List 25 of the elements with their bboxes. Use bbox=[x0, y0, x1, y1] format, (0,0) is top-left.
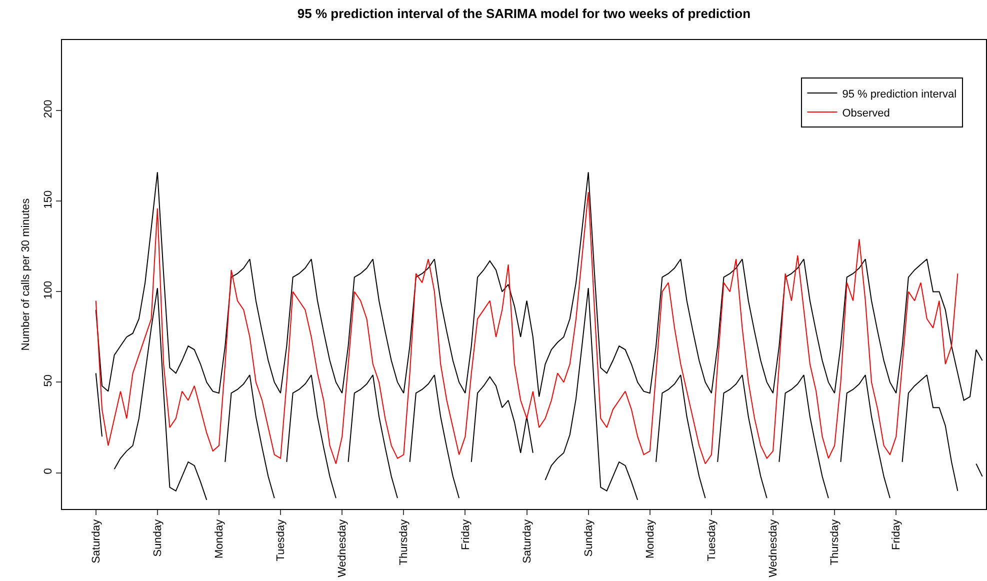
x-tick-label: Wednesday bbox=[336, 518, 349, 578]
line-series bbox=[95, 172, 983, 401]
y-tick-label: 0 bbox=[42, 468, 55, 474]
x-tick-label: Tuesday bbox=[706, 518, 718, 562]
x-tick-label: Saturday bbox=[521, 518, 534, 564]
chart-title: 95 % prediction interval of the SARIMA model for two weeks of prediction bbox=[297, 6, 751, 21]
x-tick-label: Monday bbox=[644, 518, 656, 559]
y-tick-label: 50 bbox=[42, 374, 55, 387]
x-tick-label: Friday bbox=[890, 518, 903, 550]
x-tick-label: Friday bbox=[460, 518, 472, 550]
x-tick-label: Tuesday bbox=[275, 518, 288, 562]
x-tick-label: Wednesday bbox=[768, 518, 780, 578]
legend-label: 95 % prediction interval bbox=[842, 88, 957, 100]
legend-label: Observed bbox=[842, 107, 890, 120]
x-tick-label: Sunday bbox=[152, 518, 164, 557]
line-series bbox=[95, 192, 958, 464]
y-tick-label: 150 bbox=[42, 190, 55, 209]
y-axis-title: Number of calls per 30 minutes bbox=[20, 198, 32, 351]
x-tick-label: Thursday bbox=[829, 518, 842, 566]
x-tick-label: Thursday bbox=[398, 518, 410, 566]
y-tick-label: 100 bbox=[42, 280, 55, 300]
x-tick-label: Monday bbox=[214, 518, 226, 559]
y-tick-label: 200 bbox=[42, 100, 55, 118]
x-tick-label: Saturday bbox=[90, 518, 102, 564]
x-tick-label: Sunday bbox=[582, 518, 595, 557]
